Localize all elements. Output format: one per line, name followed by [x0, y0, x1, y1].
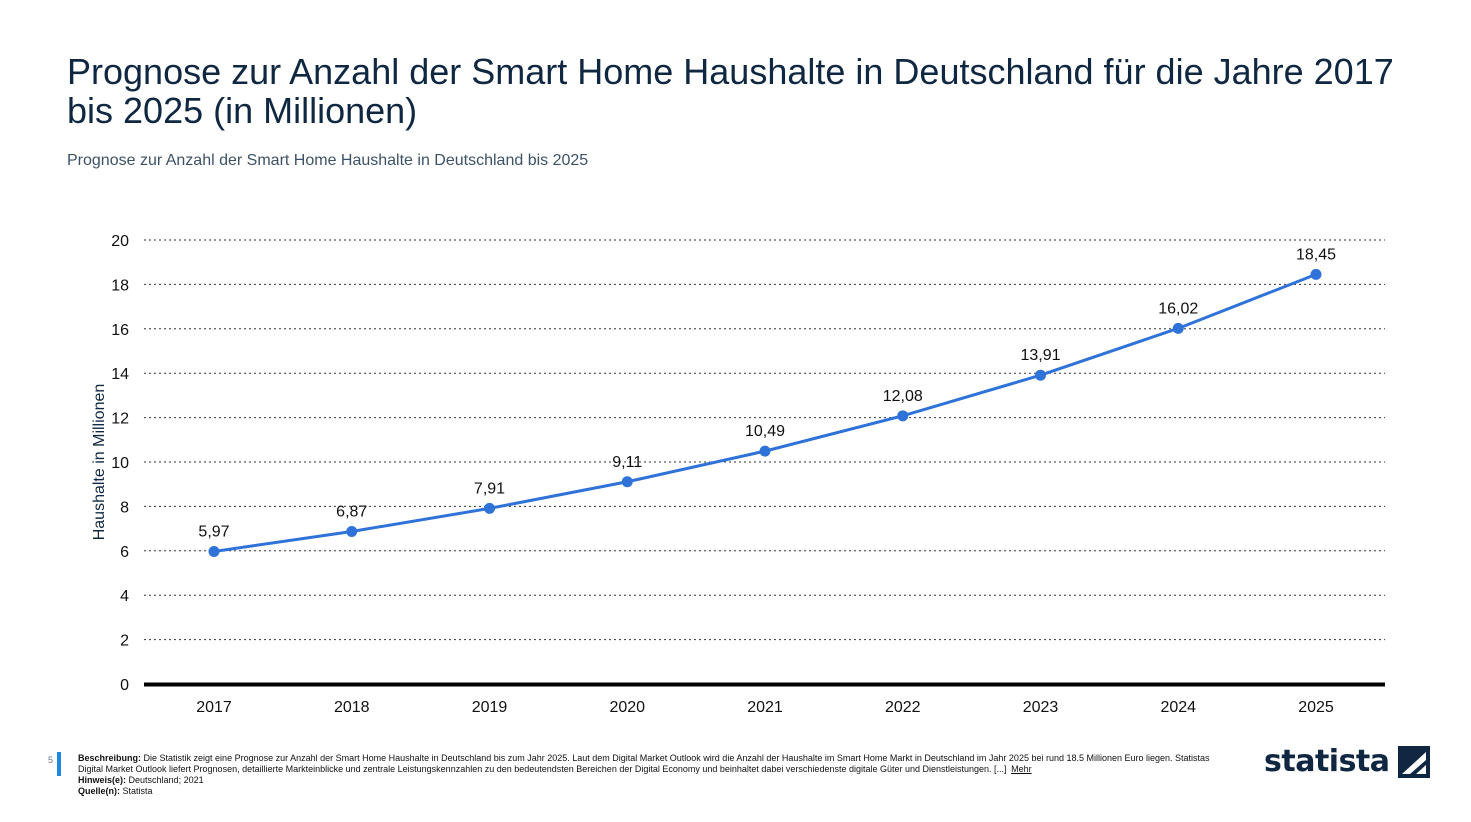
chart-subtitle: Prognose zur Anzahl der Smart Home Haush…	[67, 152, 589, 169]
data-point[interactable]	[1310, 268, 1322, 280]
data-point[interactable]	[897, 410, 909, 422]
logo-text: statista	[1264, 744, 1390, 779]
data-point[interactable]	[1035, 369, 1046, 381]
notes-line: Hinweis(e): Deutschland; 2021	[78, 775, 1228, 786]
data-labels: 5,97 6,87 7,91 9,11 10,49 12,08 13,91 16,02 18,4…	[198, 246, 1336, 540]
description-line: Beschreibung: Die Statistik zeigt eine P…	[78, 753, 1228, 775]
x-tick-label: 2025	[1298, 699, 1334, 716]
x-tick-label: 2021	[747, 699, 783, 716]
y-tick-label: 10	[111, 455, 129, 472]
source-text: Statista	[122, 786, 153, 796]
x-tick-label: 2019	[472, 699, 508, 716]
data-point[interactable]	[346, 525, 358, 537]
x-tick-label: 2017	[196, 699, 232, 716]
series-line	[213, 273, 1317, 553]
source-label: Quelle(n):	[78, 786, 120, 796]
y-tick-label: 14	[111, 366, 129, 383]
data-label: 7,91	[474, 480, 505, 497]
data-label: 9,11	[612, 454, 642, 471]
more-link[interactable]: Mehr	[1011, 764, 1032, 774]
y-tick-label: 6	[120, 544, 129, 561]
page-number: 5	[48, 755, 54, 765]
data-label: 6,87	[336, 503, 367, 520]
y-tick-label: 8	[120, 499, 129, 516]
x-axis-ticks: 2017 2018 2019 2020 2021 2022 2023 2024 2025	[196, 699, 1334, 716]
y-tick-label: 4	[120, 588, 129, 605]
y-tick-label: 2	[120, 633, 129, 650]
data-point[interactable]	[484, 502, 495, 514]
data-points	[208, 268, 1322, 557]
data-point[interactable]	[621, 476, 633, 488]
y-tick-label: 12	[111, 411, 129, 428]
y-tick-label: 20	[111, 233, 129, 250]
data-label: 16,02	[1158, 300, 1198, 317]
data-point[interactable]	[208, 545, 220, 557]
x-tick-label: 2023	[1023, 699, 1059, 716]
grid-lines	[144, 239, 1385, 641]
data-label: 12,08	[883, 388, 923, 405]
data-label: 5,97	[198, 523, 229, 540]
y-axis-label: Haushalte in Millionen	[91, 384, 108, 541]
x-tick-label: 2024	[1160, 699, 1196, 716]
page-title: Prognose zur Anzahl der Smart Home Haush…	[67, 51, 1394, 131]
description-label: Beschreibung:	[78, 753, 142, 763]
data-label: 10,49	[745, 423, 785, 440]
x-tick-label: 2022	[885, 699, 921, 716]
statista-logo-icon	[1397, 745, 1430, 778]
statista-logo[interactable]: statista	[1264, 744, 1430, 779]
y-tick-label: 16	[111, 322, 129, 339]
source-line: Quelle(n): Statista	[78, 786, 1228, 797]
data-label: 13,91	[1020, 347, 1060, 364]
y-tick-label: 18	[111, 277, 129, 294]
description-text: Die Statistik zeigt eine Prognose zur An…	[78, 753, 1210, 774]
footer-accent-bar	[57, 752, 61, 776]
data-label: 18,45	[1296, 246, 1336, 263]
notes-label: Hinweis(e):	[78, 775, 127, 785]
y-axis-ticks: 0 2 4 6 8 10 12 14 16 18 20	[111, 233, 129, 694]
x-tick-label: 2018	[334, 699, 370, 716]
y-tick-label: 0	[120, 677, 129, 694]
notes-text: Deutschland; 2021	[128, 775, 204, 785]
data-point[interactable]	[759, 445, 771, 457]
footer-notes: Beschreibung: Die Statistik zeigt eine P…	[78, 753, 1228, 797]
x-tick-label: 2020	[609, 699, 645, 716]
data-point[interactable]	[1172, 322, 1184, 334]
